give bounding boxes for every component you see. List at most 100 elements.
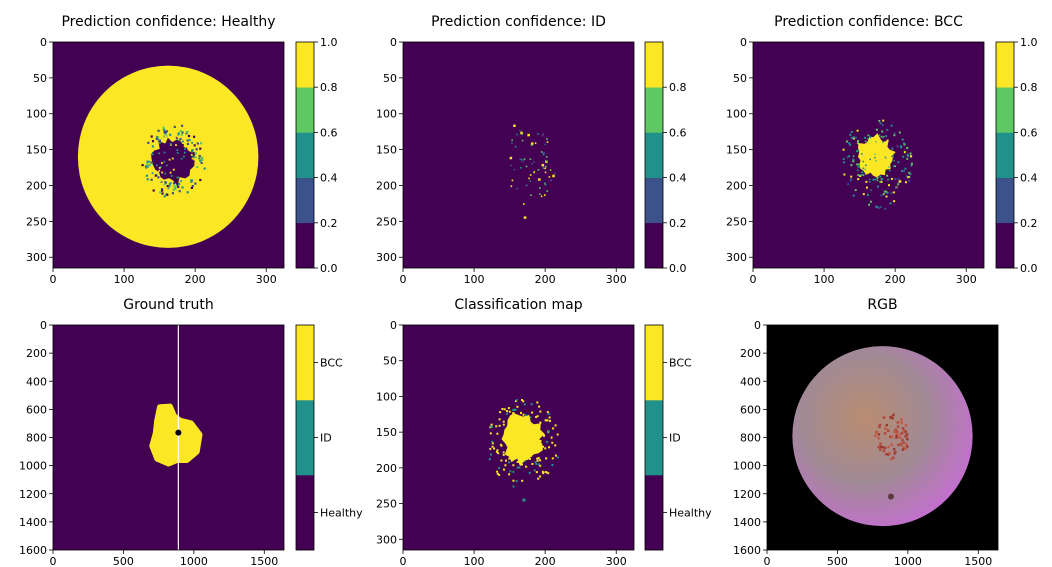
lesion-speckle xyxy=(895,429,898,432)
y-tick-label: 800 xyxy=(740,432,761,445)
speckle xyxy=(542,445,544,448)
x-tick-label: 100 xyxy=(464,273,485,286)
speckle xyxy=(516,466,519,469)
speckle xyxy=(882,193,885,196)
lesion-speckle xyxy=(885,453,888,456)
speckle xyxy=(177,133,180,136)
speckle xyxy=(881,178,884,181)
speckle xyxy=(536,457,539,460)
speckle xyxy=(849,143,852,146)
lesion-speckle xyxy=(882,449,886,453)
speckle xyxy=(163,135,166,138)
x-tick-label: 1000 xyxy=(180,555,208,567)
lesion-speckle xyxy=(881,445,884,449)
plot-frame xyxy=(752,41,985,269)
marker-point xyxy=(175,429,182,436)
speckle xyxy=(866,186,868,189)
speckle xyxy=(534,142,537,144)
speckle xyxy=(502,420,505,423)
lesion-speckle xyxy=(894,450,897,454)
speckle xyxy=(522,413,525,416)
speckle xyxy=(148,163,151,167)
speckle xyxy=(164,132,167,135)
colorbar-tick-label: 0.4 xyxy=(1020,172,1038,185)
colorbar-segment xyxy=(645,177,663,224)
speckle xyxy=(852,136,855,139)
speckle xyxy=(523,460,526,463)
speckle xyxy=(164,131,168,134)
speckle xyxy=(854,189,857,192)
lesion-speckle xyxy=(877,433,881,436)
speckle xyxy=(542,472,545,475)
speckle xyxy=(491,445,494,448)
id-pixel xyxy=(522,498,526,502)
colorbar-class-label: Healthy xyxy=(320,507,363,520)
y-tick-label: 200 xyxy=(376,179,397,192)
colorbar-class-label: Healthy xyxy=(669,507,712,520)
speckle xyxy=(535,463,538,465)
speckle xyxy=(867,134,870,137)
speckle xyxy=(862,160,864,163)
colorbar-segment xyxy=(296,222,314,269)
x-tick-label: 500 xyxy=(113,555,134,567)
speckle xyxy=(536,459,539,462)
speckle xyxy=(190,186,193,189)
speckle xyxy=(861,171,864,174)
speckle xyxy=(158,167,161,169)
speckle xyxy=(542,153,545,156)
speckle xyxy=(159,191,162,194)
speckle xyxy=(905,175,908,178)
speckle xyxy=(523,158,526,161)
speckle xyxy=(883,190,886,193)
speckle xyxy=(893,159,895,162)
speckle xyxy=(906,157,909,160)
y-tick-label: 300 xyxy=(26,251,47,264)
speckle xyxy=(183,155,185,158)
speckle xyxy=(168,184,171,187)
speckle xyxy=(162,126,165,129)
x-tick-label: 1000 xyxy=(894,555,922,567)
speckle xyxy=(496,432,499,435)
colorbar-segment xyxy=(296,475,314,551)
subplot-classification-map: 0 100 200 300050100150200250300Classificati… xyxy=(376,297,712,567)
speckle xyxy=(164,181,167,184)
speckle xyxy=(151,172,154,175)
speckle xyxy=(882,119,885,122)
speckle xyxy=(544,182,547,184)
speckle xyxy=(893,200,896,203)
y-tick-label: 100 xyxy=(726,108,747,121)
speckle xyxy=(199,159,202,162)
speckle xyxy=(551,464,554,466)
speckle xyxy=(141,164,144,167)
speckle xyxy=(882,135,885,138)
speckle xyxy=(543,152,545,154)
speckle xyxy=(531,411,534,414)
speckle xyxy=(512,412,515,415)
speckle xyxy=(496,470,499,473)
y-tick-label: 200 xyxy=(26,179,47,192)
speckle xyxy=(530,144,533,146)
speckle xyxy=(842,158,845,160)
high-confidence-pixel xyxy=(530,142,534,145)
speckle xyxy=(898,131,901,134)
speckle xyxy=(548,446,551,449)
speckle xyxy=(885,135,887,137)
y-tick-label: 1400 xyxy=(19,516,47,529)
lesion-speckle xyxy=(879,448,882,451)
speckle xyxy=(178,190,181,193)
speckle xyxy=(158,169,161,172)
speckle xyxy=(174,187,177,190)
colorbar-segment xyxy=(996,132,1014,178)
x-tick-label: 300 xyxy=(256,273,277,286)
speckle xyxy=(874,178,877,181)
speckle xyxy=(881,124,884,127)
speckle xyxy=(156,137,159,141)
speckle xyxy=(156,135,159,139)
lesion-speckle xyxy=(904,435,907,438)
speckle xyxy=(544,471,547,473)
speckle xyxy=(516,133,518,136)
lesion-speckle xyxy=(900,418,903,421)
speckle xyxy=(884,156,887,159)
speckle xyxy=(852,160,855,163)
speckle xyxy=(155,164,158,167)
